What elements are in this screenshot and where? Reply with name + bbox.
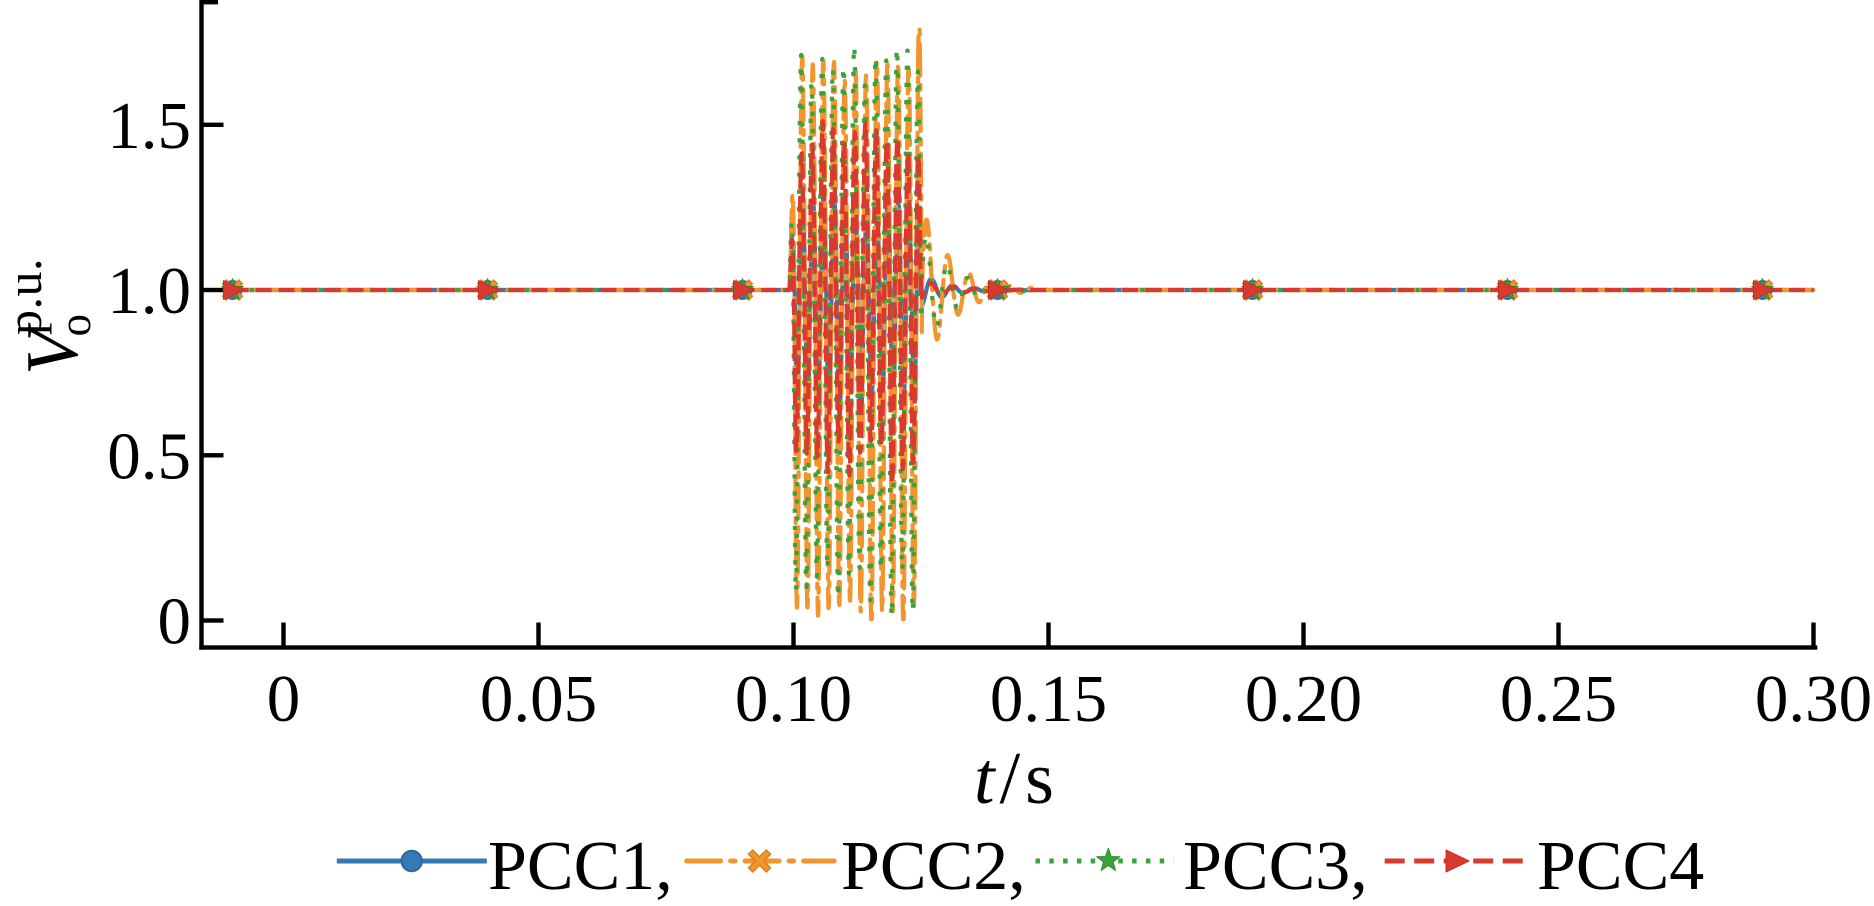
- svg-text:0.30: 0.30: [1755, 662, 1872, 736]
- svg-text:0.5: 0.5: [107, 419, 191, 493]
- svg-text:PCC1,: PCC1,: [488, 828, 673, 905]
- svg-text:0.25: 0.25: [1500, 662, 1617, 736]
- svg-text:0: 0: [267, 662, 301, 736]
- svg-text:0.20: 0.20: [1245, 662, 1362, 736]
- svg-text:PCC2,: PCC2,: [841, 828, 1026, 905]
- svg-text:1.0: 1.0: [107, 254, 191, 328]
- svg-text:0.15: 0.15: [990, 662, 1107, 736]
- svg-text:V: V: [12, 322, 94, 375]
- svg-text:1.5: 1.5: [107, 89, 191, 163]
- svg-text:o: o: [50, 314, 100, 337]
- svg-text:p.u.: p.u.: [0, 258, 52, 335]
- svg-text:0: 0: [158, 585, 192, 659]
- svg-text:0.05: 0.05: [480, 662, 597, 736]
- svg-text:0.10: 0.10: [735, 662, 852, 736]
- svg-text:PCC4: PCC4: [1537, 828, 1704, 905]
- svg-text:t/s: t/s: [974, 738, 1054, 820]
- svg-text:PCC3,: PCC3,: [1183, 828, 1368, 905]
